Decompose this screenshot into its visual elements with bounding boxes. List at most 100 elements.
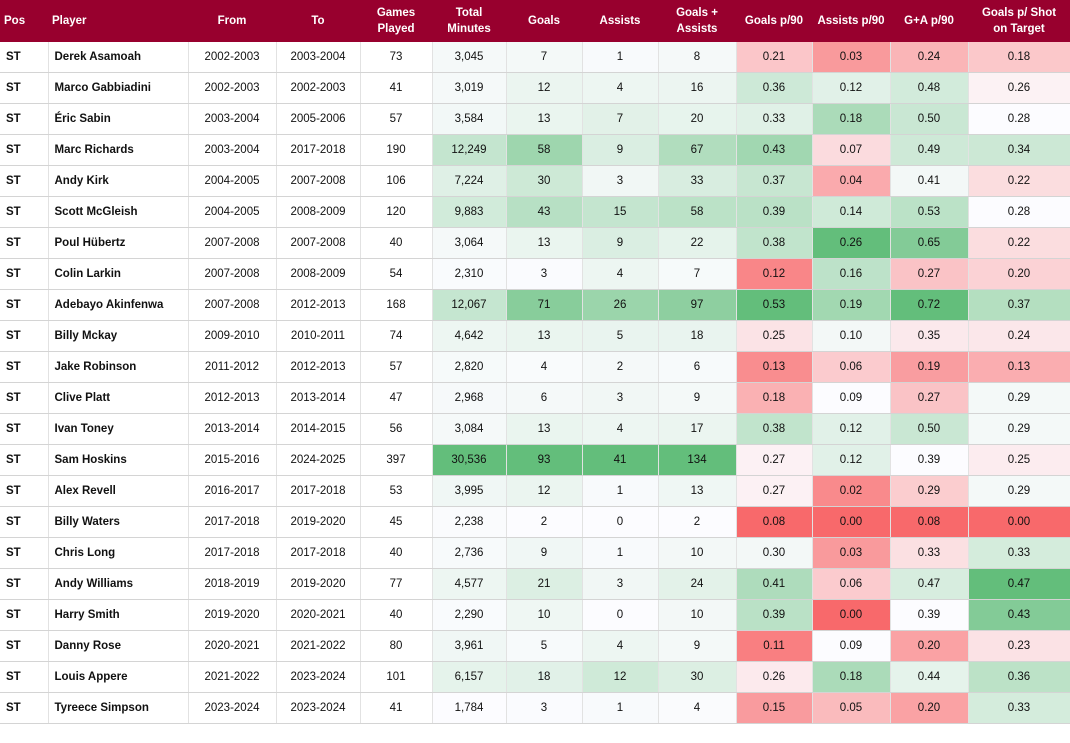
cell-ga: 58 [658, 196, 737, 228]
cell-assists: 1 [582, 692, 659, 724]
table-row: ST Éric Sabin 2003-2004 2005-2006 57 3,584 13 7… [0, 103, 1070, 135]
cell-gap90: 0.27 [890, 382, 969, 414]
cell-from: 2003-2004 [188, 134, 277, 166]
cell-ga: 30 [658, 661, 737, 693]
cell-ap90: 0.09 [812, 382, 891, 414]
cell-player: Poul Hübertz [48, 227, 189, 259]
cell-player: Adebayo Akinfenwa [48, 289, 189, 321]
cell-to: 2010-2011 [276, 320, 361, 352]
cell-gpsot: 0.25 [968, 444, 1070, 476]
cell-ap90: 0.06 [812, 568, 891, 600]
cell-goals: 30 [506, 165, 583, 197]
header-row: Pos Player From To Games Played Total Minu… [0, 0, 1070, 42]
cell-gpsot: 0.33 [968, 692, 1070, 724]
cell-gpsot: 0.29 [968, 413, 1070, 445]
cell-games: 57 [360, 351, 433, 383]
cell-ga: 97 [658, 289, 737, 321]
header-ga-p90: G+A p/90 [890, 0, 968, 42]
cell-gpsot: 0.37 [968, 289, 1070, 321]
cell-player: Alex Revell [48, 475, 189, 507]
cell-gpsot: 0.33 [968, 537, 1070, 569]
cell-pos: ST [0, 227, 49, 259]
cell-gap90: 0.41 [890, 165, 969, 197]
cell-games: 57 [360, 103, 433, 135]
cell-gpsot: 0.23 [968, 630, 1070, 662]
cell-player: Chris Long [48, 537, 189, 569]
cell-gp90: 0.27 [736, 475, 813, 507]
cell-minutes: 3,584 [432, 103, 507, 135]
cell-ap90: 0.12 [812, 72, 891, 104]
cell-ga: 20 [658, 103, 737, 135]
cell-goals: 58 [506, 134, 583, 166]
cell-player: Éric Sabin [48, 103, 189, 135]
cell-to: 2012-2013 [276, 351, 361, 383]
cell-gpsot: 0.36 [968, 661, 1070, 693]
cell-assists: 3 [582, 382, 659, 414]
cell-pos: ST [0, 413, 49, 445]
cell-minutes: 3,019 [432, 72, 507, 104]
cell-games: 56 [360, 413, 433, 445]
table-row: ST Harry Smith 2019-2020 2020-2021 40 2,290 10… [0, 599, 1070, 631]
cell-from: 2023-2024 [188, 692, 277, 724]
cell-games: 101 [360, 661, 433, 693]
cell-from: 2017-2018 [188, 506, 277, 538]
cell-gp90: 0.43 [736, 134, 813, 166]
table-row: ST Billy Mckay 2009-2010 2010-2011 74 4,642 13… [0, 320, 1070, 352]
table-row: ST Alex Revell 2016-2017 2017-2018 53 3,995 12… [0, 475, 1070, 507]
cell-to: 2005-2006 [276, 103, 361, 135]
cell-from: 2015-2016 [188, 444, 277, 476]
cell-ap90: 0.07 [812, 134, 891, 166]
cell-pos: ST [0, 599, 49, 631]
cell-gap90: 0.24 [890, 42, 969, 73]
cell-pos: ST [0, 134, 49, 166]
header-from: From [188, 0, 276, 42]
cell-gp90: 0.21 [736, 42, 813, 73]
cell-ap90: 0.16 [812, 258, 891, 290]
cell-player: Sam Hoskins [48, 444, 189, 476]
cell-goals: 2 [506, 506, 583, 538]
cell-ga: 2 [658, 506, 737, 538]
table-row: ST Colin Larkin 2007-2008 2008-2009 54 2,310 3… [0, 258, 1070, 290]
cell-gpsot: 0.47 [968, 568, 1070, 600]
cell-to: 2008-2009 [276, 196, 361, 228]
cell-to: 2023-2024 [276, 661, 361, 693]
table-row: ST Andy Kirk 2004-2005 2007-2008 106 7,224 30 3… [0, 165, 1070, 197]
header-goals-assists: Goals + Assists [658, 0, 736, 42]
cell-player: Scott McGleish [48, 196, 189, 228]
cell-to: 2021-2022 [276, 630, 361, 662]
table-row: ST Sam Hoskins 2015-2016 2024-2025 397 30,536… [0, 444, 1070, 476]
cell-gap90: 0.49 [890, 134, 969, 166]
cell-pos: ST [0, 258, 49, 290]
cell-player: Ivan Toney [48, 413, 189, 445]
cell-gap90: 0.50 [890, 413, 969, 445]
cell-player: Andy Kirk [48, 165, 189, 197]
cell-assists: 26 [582, 289, 659, 321]
cell-goals: 7 [506, 42, 583, 73]
cell-gp90: 0.38 [736, 227, 813, 259]
cell-player: Louis Appere [48, 661, 189, 693]
cell-player: Derek Asamoah [48, 42, 189, 73]
cell-from: 2018-2019 [188, 568, 277, 600]
cell-assists: 2 [582, 351, 659, 383]
cell-minutes: 1,784 [432, 692, 507, 724]
cell-gap90: 0.44 [890, 661, 969, 693]
cell-from: 2002-2003 [188, 72, 277, 104]
cell-gap90: 0.47 [890, 568, 969, 600]
cell-ap90: 0.12 [812, 413, 891, 445]
cell-minutes: 2,238 [432, 506, 507, 538]
cell-ap90: 0.06 [812, 351, 891, 383]
cell-ap90: 0.02 [812, 475, 891, 507]
cell-pos: ST [0, 537, 49, 569]
cell-minutes: 6,157 [432, 661, 507, 693]
cell-pos: ST [0, 165, 49, 197]
cell-ap90: 0.19 [812, 289, 891, 321]
cell-player: Billy Waters [48, 506, 189, 538]
header-games-played: Games Played [360, 0, 432, 42]
cell-games: 190 [360, 134, 433, 166]
cell-gp90: 0.18 [736, 382, 813, 414]
cell-games: 40 [360, 537, 433, 569]
cell-to: 2012-2013 [276, 289, 361, 321]
cell-from: 2019-2020 [188, 599, 277, 631]
cell-ga: 4 [658, 692, 737, 724]
cell-ap90: 0.12 [812, 444, 891, 476]
